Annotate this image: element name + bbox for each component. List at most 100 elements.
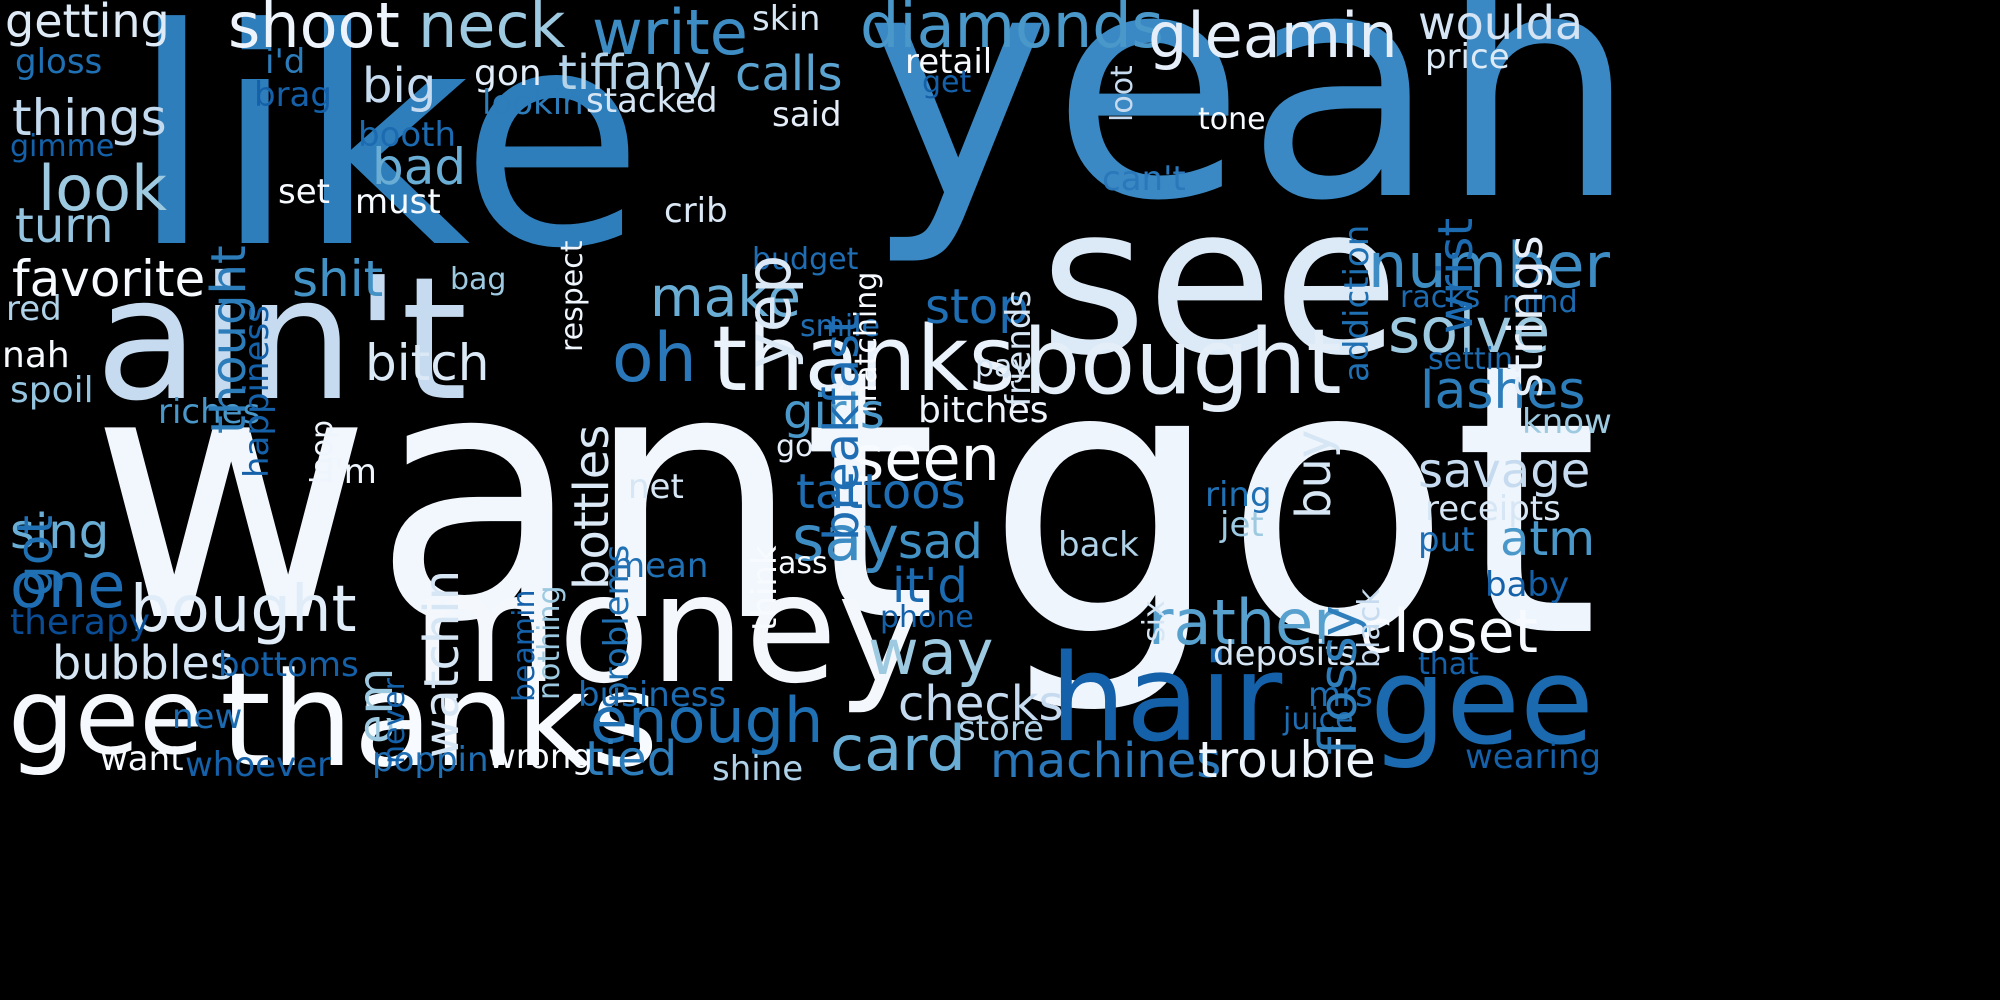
word-gon: gon (474, 53, 542, 94)
word-yeah: yeah (865, 0, 1638, 270)
word-tied: tied (585, 731, 678, 787)
word-ring: ring (1205, 475, 1272, 515)
word-got-vertical: got (6, 515, 64, 597)
word-receipts: receipts (1425, 489, 1561, 529)
word-mean: mean (612, 546, 709, 586)
word-hair: hair (1050, 630, 1283, 769)
word-loop: loop (305, 420, 340, 485)
word-cant: can't (1102, 159, 1186, 199)
word-brag: brag (254, 75, 332, 115)
word-aint: ain't (95, 241, 468, 439)
word-see: see (1040, 163, 1400, 401)
word-six: six (1137, 600, 1172, 642)
word-new: new (172, 697, 243, 737)
word-im: i'm (325, 452, 377, 492)
word-strings: strings (1498, 235, 1554, 398)
word-loot: loot (1105, 65, 1140, 122)
word-said: said (772, 95, 842, 135)
word-bad: bad (372, 138, 467, 196)
word-id: i'd (265, 42, 306, 82)
word-tattoos: tattoos (796, 464, 966, 520)
word-store: store (958, 709, 1044, 749)
word-money: money (412, 543, 927, 717)
word-gee-right: gee (1370, 633, 1594, 772)
word-gleamin: gleamin (1148, 0, 1398, 72)
word-gimme: gimme (10, 129, 115, 164)
word-smile: smile (800, 309, 880, 344)
word-business: business (578, 675, 727, 715)
word-stacked: stacked (586, 81, 718, 121)
word-neck: neck (418, 0, 566, 62)
word-respect: respect (555, 240, 590, 352)
word-riches: riches (158, 392, 261, 432)
word-solve: solve (1388, 294, 1551, 367)
word-nothing: nothing (532, 585, 567, 700)
word-itd: it'd (892, 558, 968, 614)
word-net: net (628, 467, 684, 507)
word-shoot: shoot (228, 0, 400, 62)
word-way: way (868, 616, 994, 689)
word-red: red (6, 289, 62, 329)
word-want-small: want (100, 739, 184, 779)
word-skin: skin (752, 0, 821, 39)
word-baby: baby (1485, 565, 1570, 605)
word-getting: getting (5, 0, 170, 48)
word-get: get (922, 65, 972, 100)
word-mind: mind (1502, 285, 1578, 320)
word-yep: yep (732, 255, 805, 370)
word-booth: booth (358, 115, 457, 155)
word-stop: stop (925, 279, 1029, 335)
word-want: want (90, 297, 938, 698)
word-say: say (792, 502, 899, 575)
word-nah: nah (2, 335, 70, 376)
word-price: price (1425, 37, 1510, 77)
word-spoil: spoil (10, 370, 94, 411)
word-savage: savage (1418, 443, 1591, 499)
word-rather: rather (1148, 586, 1339, 659)
word-ass: ass (778, 546, 828, 581)
word-trouble: trouble (1198, 731, 1376, 789)
word-racks: racks (1400, 280, 1481, 315)
word-look: look (38, 152, 167, 225)
word-number: number (1368, 229, 1610, 302)
word-lashes: lashes (1420, 361, 1586, 421)
word-wrist: wrist (1428, 218, 1484, 335)
word-that: that (1418, 647, 1479, 682)
word-bitches: bitches (918, 390, 1049, 431)
word-must: must (355, 182, 441, 222)
word-wearing: wearing (1465, 737, 1602, 777)
word-budget: budget (752, 242, 859, 277)
word-buy: buy (1286, 430, 1342, 520)
word-oh: oh (612, 319, 697, 398)
word-thought: thought (201, 245, 257, 434)
word-know: know (1522, 402, 1612, 442)
word-shit: shit (292, 250, 384, 308)
word-back: back (1058, 525, 1139, 565)
word-bag: bag (450, 262, 507, 297)
word-mrs: mrs (1308, 675, 1373, 715)
word-tiffany: tiffany (558, 45, 712, 101)
word-watchin: watchin (414, 570, 470, 759)
word-deposits: deposits (1213, 634, 1357, 674)
word-like: like (130, 0, 645, 314)
word-addiction: addiction (1337, 225, 1377, 383)
word-set: set (278, 172, 330, 212)
word-problems: problems (597, 545, 637, 704)
word-bubbles: bubbles (52, 636, 234, 690)
word-poppin: poppin (372, 740, 489, 780)
word-settin: settin (1428, 342, 1513, 377)
word-got: got (985, 284, 1600, 720)
word-big: big (362, 58, 437, 114)
word-bought-left: bought (130, 573, 357, 647)
word-bought-right: bought (1023, 310, 1342, 415)
word-friends: friends (999, 290, 1039, 408)
word-thanks-middle: thanks (712, 307, 1016, 412)
word-whoever: whoever (185, 745, 332, 785)
word-thanks-bottom: thanks (220, 644, 659, 796)
word-turn: turn (15, 198, 114, 254)
word-go: go (776, 429, 814, 464)
word-jet: jet (1220, 505, 1264, 545)
word-calls: calls (735, 46, 843, 102)
word-write: write (592, 0, 748, 69)
